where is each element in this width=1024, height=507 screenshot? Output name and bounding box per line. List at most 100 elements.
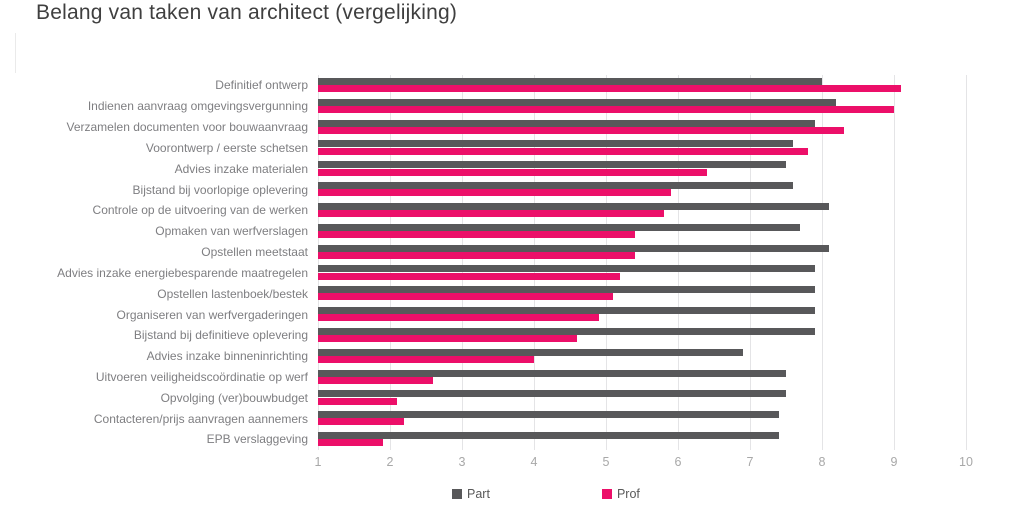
bar-track (318, 75, 966, 96)
chart-legend: Part Prof (452, 487, 640, 501)
x-axis: 1 2 3 4 5 6 7 8 9 10 (315, 455, 973, 471)
legend-item-prof[interactable]: Prof (601, 487, 640, 501)
chart-row: EPB verslaggeving (0, 429, 966, 450)
category-label: EPB verslaggeving (206, 432, 308, 447)
x-tick-label: 4 (530, 455, 538, 469)
bar-part[interactable] (318, 265, 815, 273)
chart-row: Advies inzake materialen (0, 158, 966, 179)
bar-part[interactable] (318, 411, 779, 419)
bar-prof[interactable] (318, 355, 534, 363)
bar-track (318, 137, 966, 158)
bar-part[interactable] (318, 327, 815, 335)
gridline-x-1 (318, 75, 319, 450)
bar-part[interactable] (318, 432, 779, 440)
category-label: Voorontwerp / eerste schetsen (145, 140, 308, 155)
bar-prof[interactable] (318, 418, 405, 426)
bar-prof[interactable] (318, 168, 707, 176)
x-tick-label: 7 (746, 455, 754, 469)
gridline-x-9 (893, 75, 895, 450)
gridline-x-8 (822, 75, 823, 450)
category-label: Controle op de uitvoering van de werken (92, 203, 308, 218)
category-label: Indienen aanvraag omgevingsvergunning (87, 99, 308, 114)
bar-prof[interactable] (318, 397, 398, 405)
bar-part[interactable] (318, 161, 786, 169)
x-tick-label: 6 (674, 455, 682, 469)
category-label: Opstellen lastenboek/bestek (157, 286, 308, 301)
chart-row: Controle op de uitvoering van de werken (0, 200, 966, 221)
chart-row: Opmaken van werfverslagen (0, 221, 966, 242)
chart-row: Voorontwerp / eerste schetsen (0, 137, 966, 158)
bar-prof[interactable] (318, 439, 383, 447)
chart-row: Verzamelen documenten voor bouwaanvraag (0, 117, 966, 138)
bar-prof[interactable] (318, 230, 635, 238)
bar-track (318, 367, 966, 388)
bar-part[interactable] (318, 286, 815, 294)
category-label: Bijstand bij definitieve oplevering (133, 328, 308, 343)
bar-prof[interactable] (318, 376, 434, 384)
chart-row: Definitief ontwerp (0, 75, 966, 96)
gridline-x-10 (966, 75, 967, 450)
gridline-x-6 (678, 75, 679, 450)
bar-track (318, 429, 966, 450)
chart-row: Uitvoeren veiligheidscoördinatie op werf (0, 367, 966, 388)
category-label: Opvolging (ver)bouwbudget (160, 390, 308, 405)
bar-part[interactable] (318, 307, 815, 315)
category-label: Bijstand bij voorlopige oplevering (132, 182, 308, 197)
chart-row: Advies inzake energiebesparende maatrege… (0, 262, 966, 283)
bar-track (318, 221, 966, 242)
chart-row: Opstellen meetstaat (0, 242, 966, 263)
chart-row: Bijstand bij voorlopige oplevering (0, 179, 966, 200)
chart-rows: Definitief ontwerp Indienen aanvraag omge… (0, 75, 966, 450)
chart-row: Contacteren/prijs aanvragen aannemers (0, 408, 966, 429)
bar-prof[interactable] (318, 314, 599, 322)
bar-prof[interactable] (318, 272, 621, 280)
bar-track (318, 408, 966, 429)
gridline-x-7 (750, 75, 751, 450)
bar-prof[interactable] (318, 147, 808, 155)
placeholder-edge-line (15, 33, 16, 73)
bar-track (318, 117, 966, 138)
bar-part[interactable] (318, 223, 801, 231)
category-label: Advies inzake materialen (174, 161, 308, 176)
chart-title: Belang van taken van architect (vergelij… (36, 1, 458, 24)
bar-part[interactable] (318, 78, 822, 85)
x-tick-label: 10 (959, 455, 973, 469)
bar-part[interactable] (318, 182, 794, 190)
bar-track (318, 387, 966, 408)
bar-prof[interactable] (318, 106, 894, 114)
bar-prof[interactable] (318, 189, 671, 197)
bar-part[interactable] (318, 369, 786, 377)
category-label: Opmaken van werfverslagen (155, 224, 308, 239)
category-label: Advies inzake binneninrichting (146, 349, 308, 364)
category-label: Uitvoeren veiligheidscoördinatie op werf (95, 370, 308, 384)
chart-row: Organiseren van werfvergaderingen (0, 304, 966, 325)
legend-label: Part (467, 487, 490, 501)
bar-track (318, 325, 966, 346)
bar-track (318, 283, 966, 304)
bar-track (318, 179, 966, 200)
bar-part[interactable] (318, 119, 815, 127)
chart-row: Bijstand bij definitieve oplevering (0, 325, 966, 346)
bar-prof[interactable] (318, 293, 614, 301)
bar-prof[interactable] (318, 251, 635, 259)
bar-part[interactable] (318, 348, 743, 356)
chart-row: Opvolging (ver)bouwbudget (0, 387, 966, 408)
bar-part[interactable] (318, 244, 830, 252)
category-label: Contacteren/prijs aanvragen aannemers (93, 411, 308, 426)
plot-area (318, 75, 967, 450)
bar-prof[interactable] (318, 85, 902, 93)
bar-part[interactable] (318, 98, 837, 106)
legend-item-part[interactable]: Part (452, 487, 490, 501)
bar-part[interactable] (318, 390, 786, 398)
x-tick-label: 2 (386, 455, 394, 469)
chart-row: Indienen aanvraag omgevingsvergunning (0, 96, 966, 117)
bar-part[interactable] (318, 202, 830, 210)
bar-part[interactable] (318, 140, 794, 148)
bar-prof[interactable] (318, 335, 578, 343)
bar-track (318, 304, 966, 325)
bar-prof[interactable] (318, 210, 664, 218)
gridline-x-5 (605, 75, 607, 450)
bar-prof[interactable] (318, 126, 844, 134)
bar-track (318, 96, 966, 117)
bar-track (318, 262, 966, 283)
